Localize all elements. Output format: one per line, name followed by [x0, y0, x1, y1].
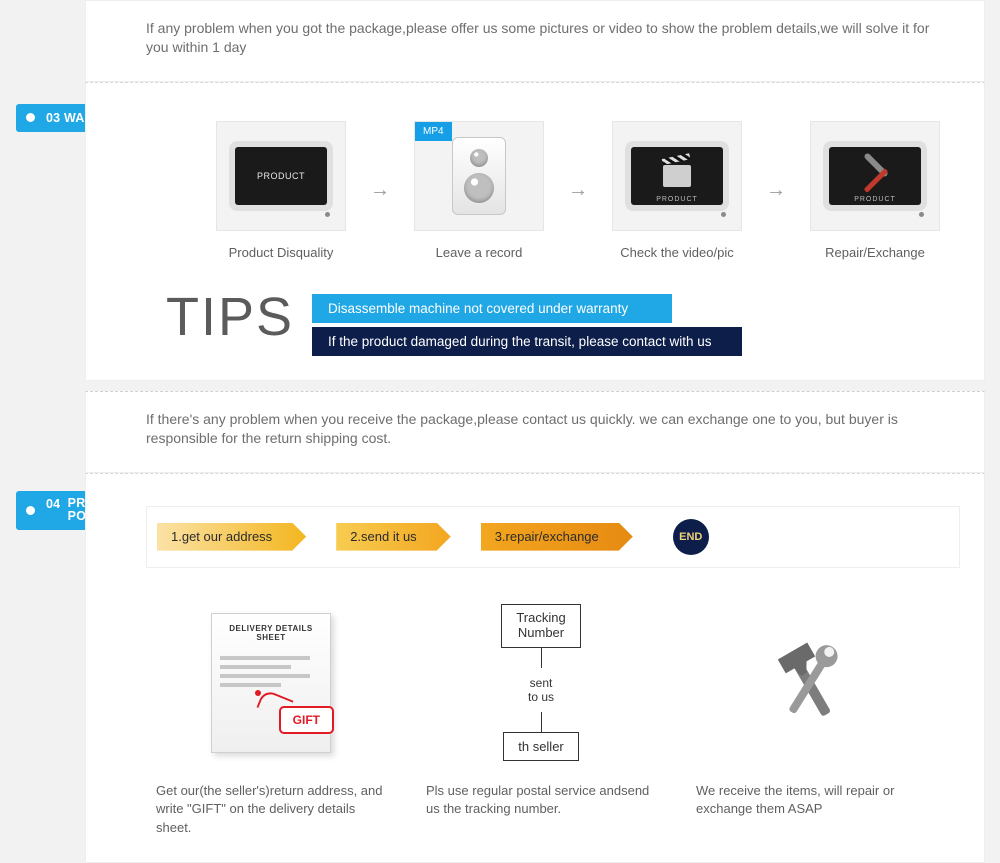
step-repair-exchange: PRODUCT Repair/Exchange: [800, 121, 950, 260]
return-body-card: 1.get our address 2.send it us 3.repair/…: [85, 473, 985, 863]
tip-bar-2: If the product damaged during the transi…: [312, 327, 742, 356]
step-label: Repair/Exchange: [825, 245, 925, 260]
step-check-video: PRODUCT Check the video/pic: [602, 121, 752, 260]
step-box: PRODUCT: [810, 121, 940, 231]
screen-icon: PRODUCT: [631, 147, 723, 205]
step-box: MP4: [414, 121, 544, 231]
warranty-steps-card: PRODUCT Product Disquality → MP4 Leave a…: [85, 82, 985, 381]
astep-1: 1.get our address: [157, 523, 292, 551]
tracking-bottom-box: th seller: [503, 732, 579, 761]
warranty-section: If any problem when you got the package,…: [85, 0, 985, 82]
step-label: Product Disquality: [229, 245, 334, 260]
tracking-top-box: TrackingNumber: [501, 604, 580, 648]
tips-title: TIPS: [166, 290, 294, 344]
return-caption-3: We receive the items, will repair or exc…: [696, 782, 926, 820]
screen-icon: PRODUCT: [829, 147, 921, 205]
astep-2: 2.send it us: [336, 523, 437, 551]
tip-bar-1: Disassemble machine not covered under wa…: [312, 294, 672, 323]
screen-icon: PRODUCT: [235, 147, 327, 205]
end-badge: END: [673, 519, 709, 555]
return-col-1: DELIVERY DETAILS SHEET GIFT Get our(the …: [156, 608, 386, 839]
step-leave-record: MP4 Leave a record: [404, 121, 554, 260]
arrow-icon: →: [568, 179, 588, 202]
gift-text: GIFT: [293, 713, 320, 727]
tracking-diagram: TrackingNumber sentto us th seller: [501, 604, 580, 762]
mp4-tag: MP4: [415, 122, 452, 141]
step-box: PRODUCT: [216, 121, 346, 231]
screen-text: PRODUCT: [854, 196, 896, 203]
astep-3: 3.repair/exchange: [481, 523, 619, 551]
tools-icon: [855, 156, 895, 196]
return-columns: DELIVERY DETAILS SHEET GIFT Get our(the …: [156, 608, 960, 839]
warranty-intro: If any problem when you got the package,…: [146, 19, 936, 57]
sheet-header: DELIVERY DETAILS SHEET: [220, 624, 322, 642]
return-intro: If there's any problem when you receive …: [146, 410, 936, 448]
arrow-icon: →: [370, 179, 390, 202]
return-caption-1: Get our(the seller's)return address, and…: [156, 782, 386, 839]
gift-badge: GIFT: [279, 706, 334, 734]
speaker-icon: [452, 137, 506, 215]
step-label: Check the video/pic: [620, 245, 733, 260]
tips-bars: Disassemble machine not covered under wa…: [312, 294, 742, 356]
screen-text: PRODUCT: [656, 196, 698, 203]
return-intro-card: If there's any problem when you receive …: [85, 391, 985, 473]
arrow-icon: →: [766, 179, 786, 202]
return-col-2: TrackingNumber sentto us th seller Pls u…: [426, 608, 656, 839]
warranty-steps: PRODUCT Product Disquality → MP4 Leave a…: [206, 121, 960, 260]
step-product-disquality: PRODUCT Product Disquality: [206, 121, 356, 260]
return-tag-num: 04: [46, 497, 60, 511]
delivery-sheet-icon: DELIVERY DETAILS SHEET GIFT: [211, 613, 331, 753]
return-arrow-steps: 1.get our address 2.send it us 3.repair/…: [146, 506, 960, 568]
hammer-wrench-icon: [746, 628, 876, 738]
return-col-3: We receive the items, will repair or exc…: [696, 608, 926, 839]
tracking-mid-label: sentto us: [528, 676, 554, 705]
step-label: Leave a record: [436, 245, 523, 260]
return-caption-2: Pls use regular postal service andsend u…: [426, 782, 656, 820]
tips-row: TIPS Disassemble machine not covered und…: [166, 290, 960, 356]
screen-text: PRODUCT: [257, 171, 305, 181]
step-box: PRODUCT: [612, 121, 742, 231]
